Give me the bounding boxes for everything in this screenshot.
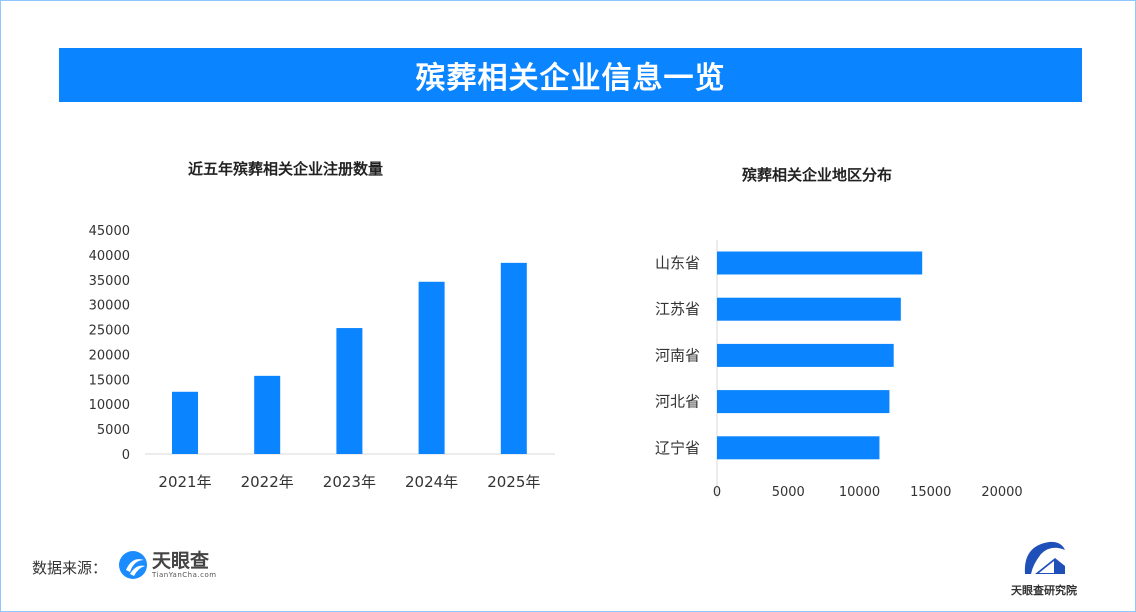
- y-tick-label: 30000: [89, 299, 130, 314]
- page-title: 殡葬相关企业信息一览: [59, 48, 1082, 102]
- bar-辽宁省: [717, 436, 880, 460]
- chart-title-yearly: 近五年殡葬相关企业注册数量: [188, 160, 384, 178]
- bar-2022年: [254, 375, 281, 454]
- bar-江苏省: [717, 297, 901, 321]
- tianyancha-logo-en: TianYanCha.com: [152, 571, 217, 579]
- institute-logo-icon: [1024, 541, 1065, 574]
- y-tick-label: 辽宁省: [655, 439, 700, 457]
- bar-河南省: [717, 343, 894, 367]
- x-tick-label: 0: [713, 485, 721, 500]
- x-tick-label: 10000: [839, 485, 880, 500]
- y-tick-label: 河南省: [655, 346, 700, 364]
- y-tick-label: 35000: [89, 274, 130, 289]
- tianyancha-logo-icon: [119, 551, 147, 579]
- bar-2023年: [336, 328, 363, 454]
- y-tick-label: 10000: [89, 398, 130, 413]
- bar-2021年: [172, 391, 198, 454]
- y-tick-label: 江苏省: [655, 300, 700, 318]
- y-tick-label: 15000: [89, 373, 130, 388]
- x-tick-label: 2024年: [405, 473, 458, 491]
- y-tick-label: 0: [122, 448, 130, 463]
- bar-2025年: [500, 262, 527, 454]
- y-tick-label: 40000: [89, 249, 130, 264]
- bar-河北省: [717, 390, 890, 414]
- tianyancha-logo: 天眼查 TianYanCha.com: [118, 550, 217, 580]
- y-tick-label: 山东省: [655, 254, 700, 272]
- y-tick-label: 25000: [89, 324, 130, 339]
- institute-logo-text: 天眼查研究院: [1011, 584, 1077, 597]
- x-tick-label: 2022年: [241, 473, 294, 491]
- x-tick-label: 15000: [910, 485, 951, 500]
- y-tick-label: 河北省: [655, 393, 700, 411]
- y-tick-label: 45000: [89, 224, 130, 239]
- x-tick-label: 2021年: [158, 473, 211, 491]
- x-tick-label: 2025年: [487, 473, 540, 491]
- source-label: 数据来源：: [32, 559, 108, 577]
- x-tick-label: 5000: [772, 485, 805, 500]
- y-tick-label: 5000: [97, 423, 130, 438]
- chart-title-region: 殡葬相关企业地区分布: [742, 166, 893, 184]
- tianyancha-logo-cn: 天眼查: [152, 550, 210, 572]
- institute-logo: 天眼查研究院: [1004, 538, 1084, 598]
- bar-2024年: [418, 281, 445, 454]
- x-tick-label: 2023年: [323, 473, 376, 491]
- bar-山东省: [717, 251, 923, 275]
- y-tick-label: 20000: [89, 348, 130, 363]
- x-tick-label: 20000: [981, 485, 1022, 500]
